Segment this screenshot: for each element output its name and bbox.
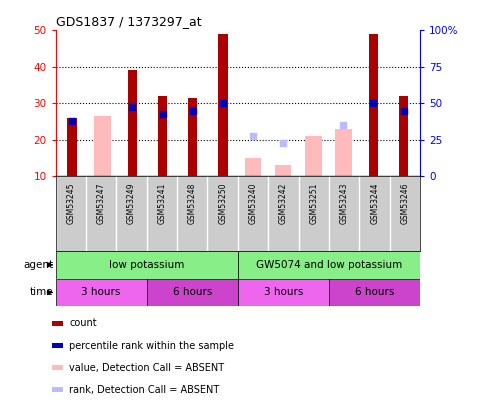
Bar xyxy=(52,343,63,348)
Bar xyxy=(238,279,329,306)
Point xyxy=(68,118,76,125)
Text: GSM53245: GSM53245 xyxy=(66,182,75,224)
Text: 6 hours: 6 hours xyxy=(355,288,394,297)
Bar xyxy=(52,388,63,392)
Point xyxy=(279,140,287,147)
Text: GSM53241: GSM53241 xyxy=(157,182,167,224)
Text: GSM53240: GSM53240 xyxy=(249,182,257,224)
Text: percentile rank within the sample: percentile rank within the sample xyxy=(69,341,234,350)
Point xyxy=(128,104,136,110)
Text: agent: agent xyxy=(23,260,53,270)
Text: GSM53242: GSM53242 xyxy=(279,182,288,224)
Bar xyxy=(218,34,227,176)
Bar xyxy=(305,136,322,176)
Text: GSM53244: GSM53244 xyxy=(370,182,379,224)
Text: GSM53250: GSM53250 xyxy=(218,182,227,224)
Bar xyxy=(369,34,378,176)
Bar xyxy=(335,129,352,176)
Point xyxy=(189,107,197,114)
Bar xyxy=(52,321,63,326)
Bar xyxy=(56,279,147,306)
Bar xyxy=(147,279,238,306)
Text: 3 hours: 3 hours xyxy=(82,288,121,297)
Text: GSM53248: GSM53248 xyxy=(188,182,197,224)
Point xyxy=(340,122,347,128)
Point xyxy=(159,111,167,117)
Bar xyxy=(128,70,137,176)
Bar xyxy=(67,118,77,176)
Text: GSM53249: GSM53249 xyxy=(127,182,136,224)
Bar xyxy=(238,251,420,279)
Bar xyxy=(275,165,291,176)
Point xyxy=(249,133,257,139)
Text: time: time xyxy=(29,288,53,297)
Bar xyxy=(245,158,261,176)
Text: GSM53246: GSM53246 xyxy=(400,182,410,224)
Text: GSM53247: GSM53247 xyxy=(97,182,106,224)
Text: 3 hours: 3 hours xyxy=(264,288,303,297)
Text: GDS1837 / 1373297_at: GDS1837 / 1373297_at xyxy=(56,15,201,28)
Text: value, Detection Call = ABSENT: value, Detection Call = ABSENT xyxy=(69,363,224,373)
Text: GSM53243: GSM53243 xyxy=(340,182,349,224)
Text: rank, Detection Call = ABSENT: rank, Detection Call = ABSENT xyxy=(69,385,219,395)
Text: GW5074 and low potassium: GW5074 and low potassium xyxy=(256,260,402,270)
Bar xyxy=(399,96,409,176)
Text: low potassium: low potassium xyxy=(109,260,185,270)
Text: count: count xyxy=(69,318,97,328)
Bar xyxy=(329,279,420,306)
Point xyxy=(369,100,377,107)
Point xyxy=(400,107,408,114)
Text: 6 hours: 6 hours xyxy=(172,288,212,297)
Bar xyxy=(94,116,111,176)
Bar xyxy=(158,96,167,176)
Bar xyxy=(188,98,198,176)
Point xyxy=(219,100,227,107)
Text: GSM53251: GSM53251 xyxy=(309,182,318,224)
Bar xyxy=(56,251,238,279)
Bar xyxy=(52,365,63,370)
